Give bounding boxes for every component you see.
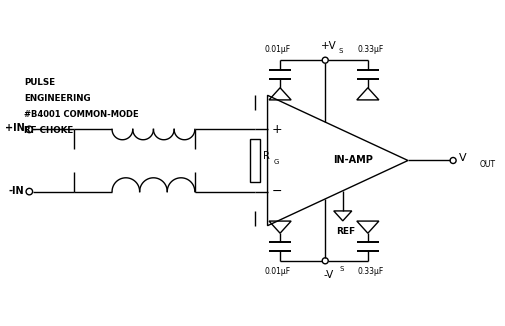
Text: -V: -V: [324, 270, 334, 280]
Text: #B4001 COMMON-MODE: #B4001 COMMON-MODE: [24, 111, 139, 119]
Text: 0.33μF: 0.33μF: [357, 267, 383, 276]
Text: PULSE: PULSE: [24, 78, 56, 87]
Text: 0.01μF: 0.01μF: [265, 267, 291, 276]
Text: +V: +V: [321, 41, 337, 51]
Text: OUT: OUT: [479, 159, 495, 169]
Text: V: V: [459, 154, 467, 163]
Text: +: +: [271, 123, 282, 136]
Text: S: S: [339, 266, 343, 272]
Text: REF: REF: [336, 228, 355, 236]
Text: G: G: [274, 159, 279, 166]
Text: IN-AMP: IN-AMP: [333, 156, 373, 166]
Text: 0.33μF: 0.33μF: [357, 45, 383, 54]
Text: +IN: +IN: [5, 124, 24, 133]
Text: -IN: -IN: [9, 185, 24, 196]
Text: 0.01μF: 0.01μF: [265, 45, 291, 54]
Text: R: R: [263, 152, 270, 161]
Text: S: S: [338, 48, 342, 54]
Text: ENGINEERING: ENGINEERING: [24, 94, 91, 103]
Bar: [250, 139, 260, 182]
Text: −: −: [271, 185, 282, 198]
Text: RF CHOKE: RF CHOKE: [24, 126, 74, 135]
